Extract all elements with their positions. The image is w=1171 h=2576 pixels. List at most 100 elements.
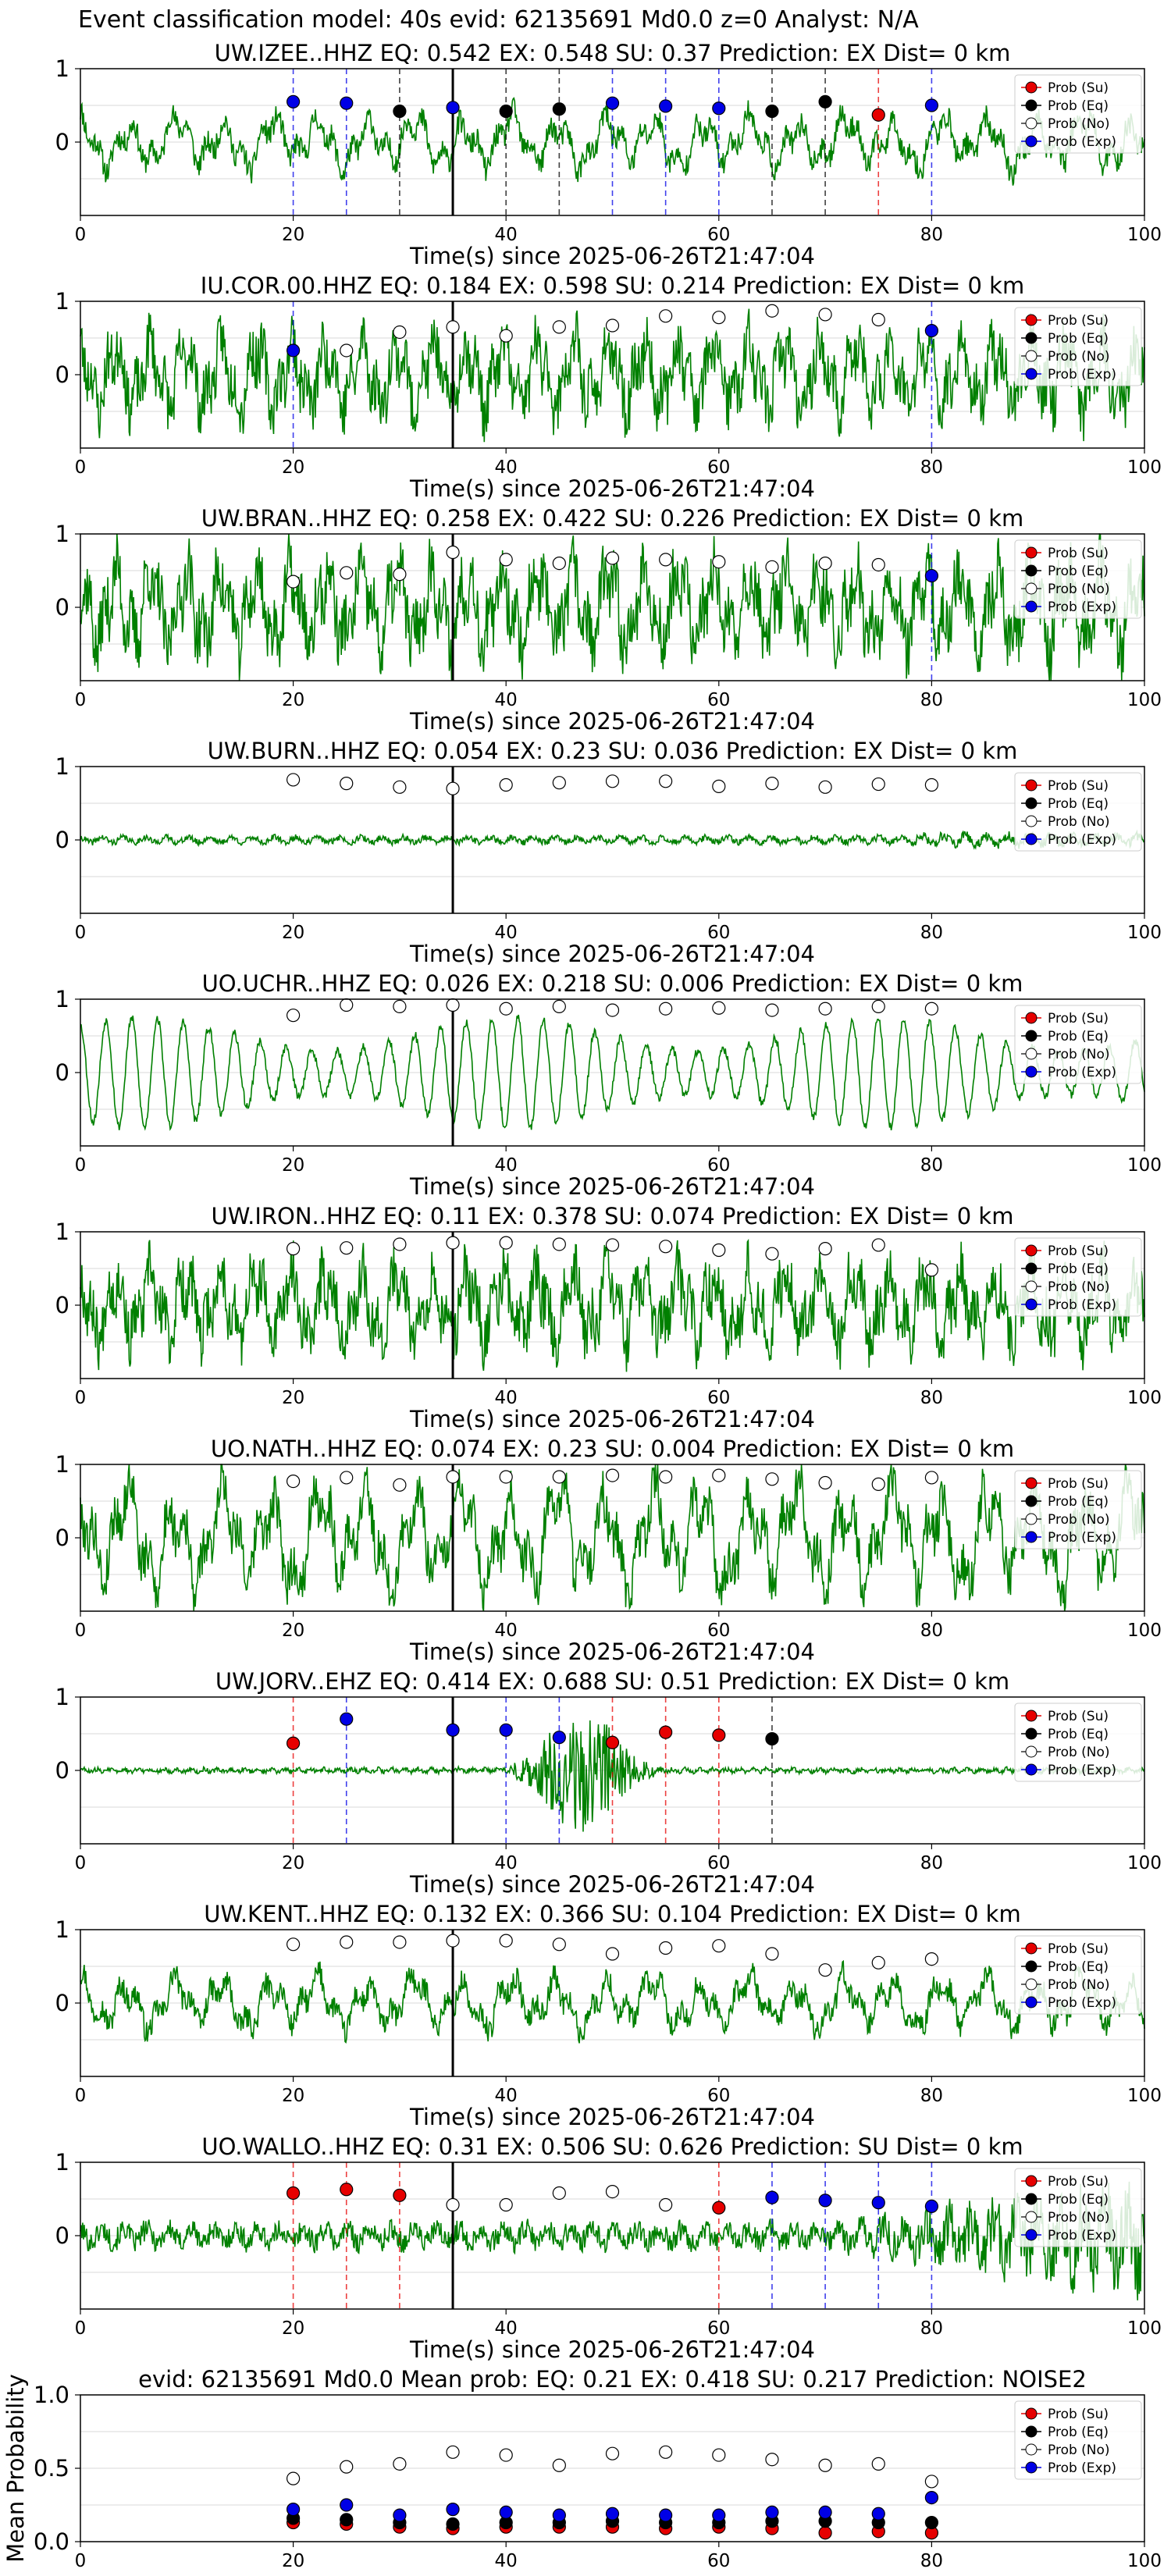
prob-marker (446, 1723, 460, 1737)
prob-marker (605, 1003, 620, 1017)
legend-marker (1025, 1978, 1038, 1991)
y-tick-label: 1 (55, 288, 69, 315)
prob-marker (924, 2199, 939, 2213)
x-axis-label: Time(s) since 2025-06-26T21:47:04 (409, 708, 815, 735)
waveform-trace (80, 1238, 1145, 1372)
legend-marker (1025, 1513, 1038, 1525)
prob-marker (446, 101, 460, 115)
legend-marker (1025, 1727, 1038, 1740)
prob-marker (765, 2190, 779, 2204)
mean-prob-marker (659, 2445, 673, 2459)
legend-0: Prob (Su) Prob (Eq) Prob (No) Prob (Exp) (1014, 74, 1142, 154)
legend-label: Prob (Su) (1048, 313, 1109, 329)
x-tick-label: 60 (707, 2086, 730, 2106)
x-axis-label: Time(s) since 2025-06-26T21:47:04 (409, 1638, 815, 1665)
x-tick-label: 100 (1127, 1388, 1162, 1408)
legend-6: Prob (Su) Prob (Eq) Prob (No) Prob (Exp) (1014, 1470, 1142, 1550)
prob-marker (765, 560, 779, 574)
mean-prob-marker (712, 2508, 726, 2522)
y-tick-label: 1 (55, 986, 69, 1012)
legend-3: Prob (Su) Prob (Eq) Prob (No) Prob (Exp) (1014, 772, 1142, 852)
waveform-trace (80, 2181, 1145, 2300)
legend-box (1014, 1935, 1142, 2015)
legend-marker (1025, 600, 1038, 613)
prob-marker (552, 556, 566, 571)
legend-label: Prob (Eq) (1048, 331, 1109, 347)
legend-label: Prob (Su) (1048, 1709, 1109, 1724)
legend-box (1014, 772, 1142, 852)
x-tick-label: 60 (707, 1155, 730, 1176)
y-tick-label: 0.0 (34, 2528, 69, 2555)
legend-label: Prob (Exp) (1048, 832, 1116, 848)
x-axis-label: Time(s) since 2025-06-26T21:47:04 (409, 243, 815, 269)
legend-marker (1025, 2229, 1038, 2241)
panel-8: 0 20 40 60 80 100 0 1 UW.KENT..HHZ EQ: 0.132 EX:… (55, 1901, 1162, 2130)
x-tick-label: 40 (495, 457, 518, 478)
legend-label: Prob (No) (1048, 2210, 1110, 2226)
x-axis-label: Time(s) since 2025-06-26T21:47:04 (409, 475, 815, 502)
legend-label: Prob (Su) (1048, 2174, 1109, 2190)
panel-title: UO.UCHR..HHZ EQ: 0.026 EX: 0.218 SU: 0.0… (202, 970, 1023, 997)
x-tick-label: 0 (75, 457, 87, 478)
mean-prob-marker (340, 2498, 354, 2512)
prob-marker (446, 781, 460, 795)
prob-marker (924, 1952, 939, 1966)
panel-title: UW.BRAN..HHZ EQ: 0.258 EX: 0.422 SU: 0.2… (201, 505, 1024, 532)
prob-marker (712, 779, 726, 793)
panel-5: 0 20 40 60 80 100 0 1 UW.IRON..HHZ EQ: 0.11 EX: … (55, 1203, 1162, 1432)
legend-marker (1025, 1710, 1038, 1722)
legend-label: Prob (No) (1048, 1279, 1110, 1295)
legend-label: Prob (Eq) (1048, 2425, 1109, 2440)
prob-marker (659, 553, 673, 567)
prob-marker (287, 343, 301, 358)
x-tick-label: 100 (1127, 2551, 1162, 2571)
prob-marker (924, 1263, 939, 1277)
panel-6: 0 20 40 60 80 100 0 1 UO.NATH..HHZ EQ: 0.074 EX:… (55, 1436, 1162, 1665)
prob-marker (393, 2188, 407, 2202)
waveform-trace (80, 1959, 1145, 2044)
x-tick-label: 20 (282, 1853, 304, 1873)
x-tick-label: 100 (1127, 1621, 1162, 1641)
prob-marker (552, 2186, 566, 2201)
legend-label: Prob (No) (1048, 116, 1110, 132)
mean-prob-marker (393, 2508, 407, 2522)
legend-marker (1025, 117, 1038, 130)
panel-title: UW.IRON..HHZ EQ: 0.11 EX: 0.378 SU: 0.07… (212, 1203, 1014, 1229)
legend-label: Prob (No) (1048, 1745, 1110, 1760)
prob-marker (499, 2197, 513, 2212)
x-tick-label: 0 (75, 225, 87, 245)
prob-marker (393, 568, 407, 582)
prob-marker (552, 1731, 566, 1745)
legend-marker (1025, 99, 1038, 112)
panel-title: UW.IZEE..HHZ EQ: 0.542 EX: 0.548 SU: 0.3… (215, 40, 1011, 66)
legend-label: Prob (Su) (1048, 1011, 1109, 1026)
legend-label: Prob (Su) (1048, 1941, 1109, 1957)
legend-box (1014, 1470, 1142, 1550)
mean-prob-marker (552, 2508, 566, 2522)
prob-marker (499, 1002, 513, 1016)
prob-marker (712, 101, 726, 116)
legend-marker (1025, 368, 1038, 380)
panel-title: IU.COR.00.HHZ EQ: 0.184 EX: 0.598 SU: 0.… (201, 272, 1024, 299)
legend-label: Prob (Exp) (1048, 1297, 1116, 1313)
mean-prob-marker (287, 2471, 301, 2485)
x-tick-label: 100 (1127, 2086, 1162, 2106)
x-tick-label: 40 (495, 923, 518, 943)
prob-marker (871, 1955, 885, 1969)
prob-marker (287, 94, 301, 109)
prob-marker (499, 1934, 513, 1948)
prob-marker (605, 551, 620, 565)
x-tick-label: 100 (1127, 923, 1162, 943)
panel-title: UO.NATH..HHZ EQ: 0.074 EX: 0.23 SU: 0.00… (211, 1436, 1014, 1462)
y-tick-label: 1 (55, 753, 69, 780)
x-tick-label: 20 (282, 1621, 304, 1641)
prob-marker (818, 556, 832, 571)
prob-marker (818, 1002, 832, 1016)
mean-prob-marker (765, 2453, 779, 2467)
prob-marker (871, 312, 885, 327)
prob-marker (393, 1237, 407, 1251)
mean-prob-marker (605, 2507, 620, 2521)
prob-marker (765, 1947, 779, 1961)
prob-marker (765, 1003, 779, 1017)
prob-marker (712, 311, 726, 325)
